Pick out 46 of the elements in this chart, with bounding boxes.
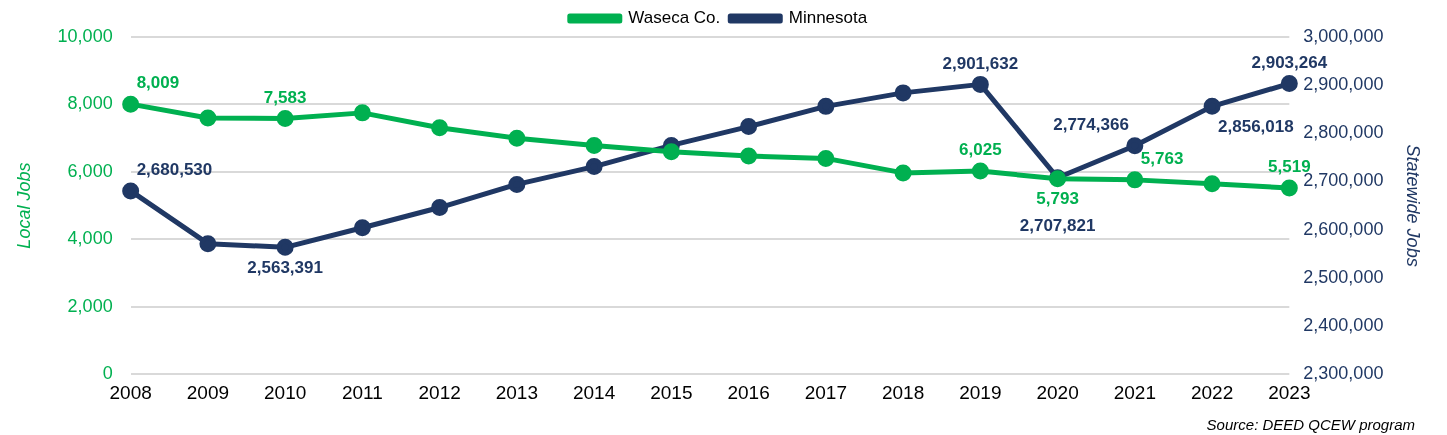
y-tick-label: 10,000	[57, 25, 113, 46]
y-tick-label: 8,000	[67, 93, 113, 114]
y-tick-label: 2,000	[67, 295, 113, 316]
legend-label: Minnesota	[788, 8, 868, 28]
y2-tick-label: 2,500,000	[1303, 266, 1384, 287]
x-tick-label: 2018	[881, 381, 925, 403]
data-label: 7,583	[263, 87, 307, 107]
y-tick-label: 4,000	[67, 228, 113, 249]
y2-tick-label: 2,300,000	[1303, 363, 1384, 384]
y-tick-label: 0	[102, 363, 113, 384]
source-note: Source: DEED QCEW program	[1206, 416, 1415, 433]
x-tick-label: 2019	[959, 381, 1002, 403]
y2-tick-label: 3,000,000	[1303, 25, 1384, 46]
data-label: 6,025	[959, 140, 1002, 160]
y-axis-title: Local Jobs	[13, 162, 34, 249]
x-tick-label: 2014	[572, 381, 616, 403]
y2-tick-label: 2,400,000	[1303, 315, 1384, 335]
data-label: 5,763	[1140, 149, 1184, 169]
y2-tick-label: 2,800,000	[1303, 122, 1384, 143]
x-tick-label: 2009	[186, 381, 230, 403]
data-label: 8,009	[136, 73, 180, 93]
y-tick-label: 6,000	[67, 160, 113, 181]
legend-label: Waseca Co.	[628, 8, 721, 28]
x-tick-label: 2010	[264, 381, 307, 403]
x-tick-label: 2013	[495, 381, 539, 403]
y2-tick-label: 2,900,000	[1303, 74, 1384, 95]
x-tick-label: 2008	[109, 381, 152, 403]
x-tick-label: 2023	[1268, 381, 1311, 403]
x-tick-label: 2017	[804, 381, 847, 403]
data-label: 2,856,018	[1218, 116, 1294, 136]
data-label: 2,903,264	[1251, 52, 1328, 72]
x-tick-label: 2021	[1113, 381, 1156, 403]
data-label: 2,901,632	[942, 53, 1019, 73]
x-tick-label: 2016	[727, 381, 770, 403]
y2-axis-title: Statewide Jobs	[1403, 144, 1424, 267]
data-label: 5,793	[1036, 189, 1079, 209]
y2-tick-label: 2,600,000	[1303, 218, 1384, 239]
x-tick-label: 2012	[418, 381, 461, 403]
data-label: 2,774,366	[1053, 114, 1129, 134]
data-label: 2,563,391	[247, 257, 323, 277]
data-label: 2,680,530	[136, 160, 213, 180]
x-tick-label: 2020	[1036, 381, 1079, 403]
data-label: 2,707,821	[1019, 215, 1096, 235]
x-tick-label: 2015	[650, 381, 693, 403]
x-tick-label: 2022	[1190, 381, 1234, 403]
x-tick-label: 2011	[341, 381, 383, 403]
